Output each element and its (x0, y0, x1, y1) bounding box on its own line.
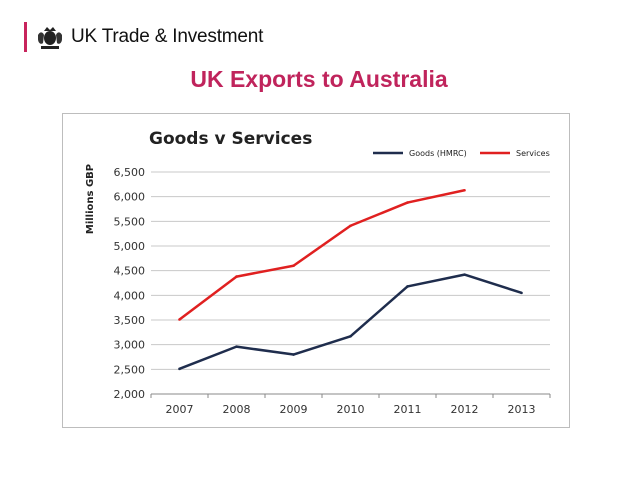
data-point (520, 291, 523, 295)
chart-frame: Goods v Services Goods (HMRC) Services Mi… (62, 113, 570, 428)
x-tick-label: 2008 (223, 403, 251, 416)
data-point (349, 334, 352, 338)
chart-title: Goods v Services (149, 129, 312, 149)
legend-label: Services (516, 149, 550, 158)
slide-title: UK Exports to Australia (190, 66, 448, 92)
data-point (235, 275, 238, 278)
brand-accent-bar (24, 22, 27, 52)
x-tick-label: 2009 (280, 403, 308, 416)
brand-name: UK Trade & Investment (71, 26, 264, 47)
x-tick-label: 2013 (508, 403, 536, 416)
y-tick-label: 4,000 (114, 289, 146, 302)
chart-legend: Goods (HMRC) Services (373, 149, 550, 158)
data-point (406, 201, 409, 204)
y-tick-label: 2,500 (114, 363, 146, 376)
y-tick-label: 5,500 (114, 215, 146, 228)
x-tick-label: 2007 (166, 403, 194, 416)
data-point (292, 353, 295, 356)
data-point (178, 367, 181, 371)
data-point (235, 345, 238, 348)
x-tick-label: 2011 (394, 403, 422, 416)
data-point (349, 224, 352, 228)
y-axis-label: Millions GBP (85, 164, 96, 234)
y-tick-label: 6,500 (114, 166, 146, 179)
series-line-1 (178, 189, 465, 321)
legend-label: Goods (HMRC) (409, 149, 467, 158)
line-chart: Goods v Services Goods (HMRC) Services Mi… (85, 129, 551, 416)
y-tick-label: 3,000 (114, 339, 146, 352)
data-point (406, 285, 409, 288)
y-tick-label: 2,000 (114, 388, 146, 401)
x-axis-ticks: 2007 2008 2009 2010 2011 2012 2013 (150, 394, 551, 416)
data-point (178, 318, 181, 321)
y-tick-label: 6,000 (114, 191, 146, 204)
chart-series (178, 188, 523, 371)
data-point (463, 273, 466, 276)
y-tick-label: 5,000 (114, 240, 146, 253)
royal-crest-icon (38, 27, 62, 49)
y-tick-label: 4,500 (114, 265, 146, 278)
series-line-0 (179, 273, 522, 371)
brand-header: UK Trade & Investment (24, 22, 263, 52)
data-point (463, 188, 466, 192)
y-axis-ticks: 2,000 2,500 3,000 3,500 4,000 4,500 5,000 5,500… (114, 166, 146, 401)
data-point (292, 264, 295, 268)
x-tick-label: 2012 (451, 403, 479, 416)
chart-grid (151, 171, 550, 395)
x-tick-label: 2010 (337, 403, 365, 416)
y-tick-label: 3,500 (114, 314, 146, 327)
